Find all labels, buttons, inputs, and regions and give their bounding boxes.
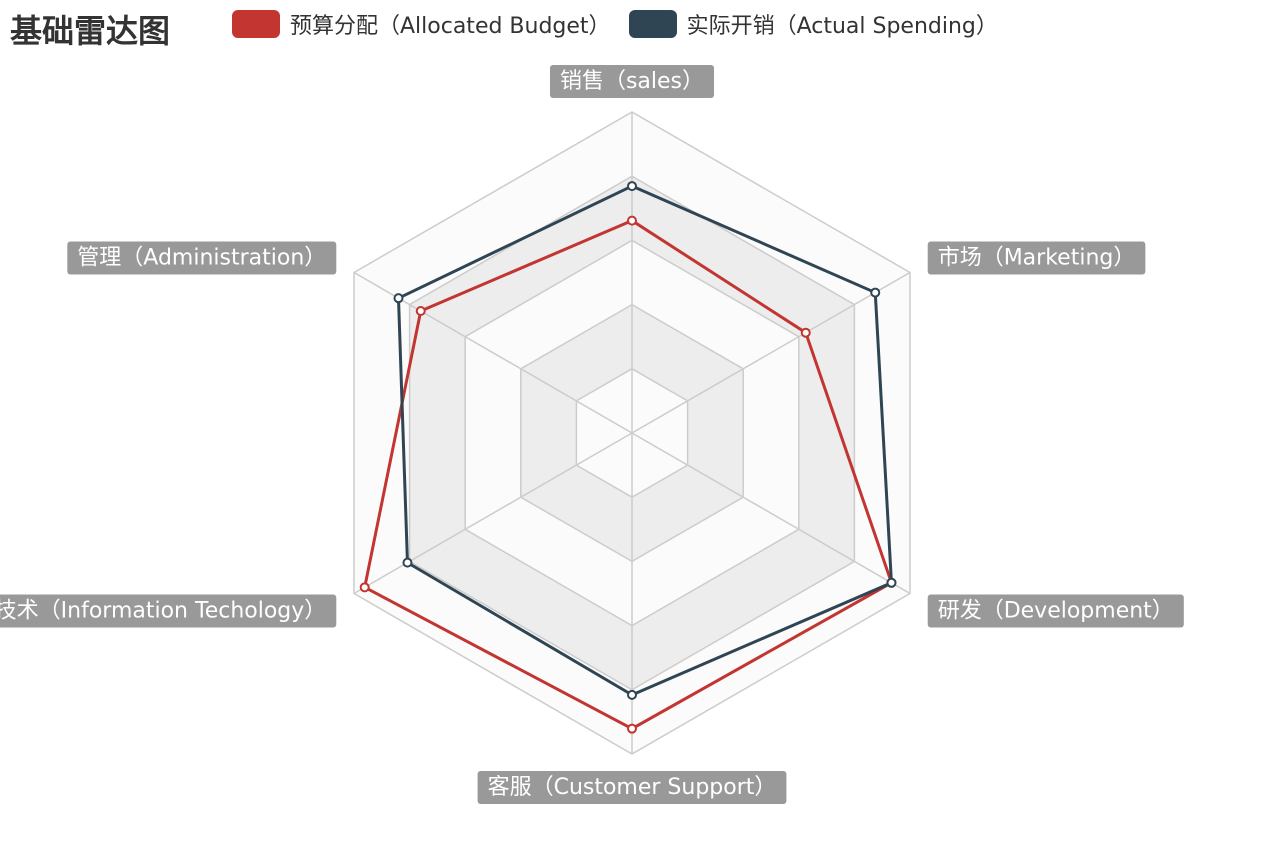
legend: 预算分配（Allocated Budget） 实际开销（Actual Spend… [232,8,1016,40]
series-point-1-2 [886,577,897,588]
axis-name-5: 管理（Administration） [67,241,337,275]
series-point-0-1 [800,327,811,338]
series-point-1-5 [393,293,404,304]
axis-name-bg-1 [927,241,1146,275]
legend-item-actual[interactable]: 实际开销（Actual Spending） [628,8,998,40]
series-point-1-3 [627,689,637,700]
axis-line-2 [631,432,911,595]
series-point-0-0 [627,215,637,226]
axis-line-1 [631,271,911,434]
axis-name-text-0: 销售（sales） [560,69,704,94]
axis-name-bg-2 [927,594,1184,628]
axis-name-3: 客服（Customer Support） [477,771,787,804]
legend-label-actual: 实际开销（Actual Spending） [686,14,998,39]
chart-title: 基础雷达图 [10,12,171,50]
legend-swatch-budget [232,10,280,38]
series-point-1-4 [402,557,413,568]
axis-name-bg-0 [549,65,715,98]
legend-item-budget[interactable]: 预算分配（Allocated Budget） [232,8,611,40]
series-point-0-5 [415,306,426,317]
series-point-1-1 [870,287,881,298]
axis-name-bg-3 [477,771,787,804]
axis-name-0: 销售（sales） [549,65,715,98]
axis-line-4 [353,432,633,595]
axis-name-bg-4 [0,594,337,628]
axis-name-1: 市场（Marketing） [927,241,1146,275]
axis-name-text-4: 信息技术（Information Techology） [0,599,326,624]
series-point-0-3 [627,723,637,734]
series-point-0-4 [359,582,370,593]
axis-name-text-3: 客服（Customer Support） [488,775,777,800]
legend-label-budget: 预算分配（Allocated Budget） [290,14,611,39]
axis-name-text-1: 市场（Marketing） [938,246,1136,271]
axis-name-bg-5 [67,241,337,275]
axis-name-2: 研发（Development） [927,594,1184,628]
axis-name-text-2: 研发（Development） [938,599,1174,624]
series-point-1-0 [627,181,637,192]
legend-swatch-actual [628,10,677,38]
axis-name-text-5: 管理（Administration） [77,246,326,271]
axis-name-4: 信息技术（Information Techology） [0,594,337,628]
